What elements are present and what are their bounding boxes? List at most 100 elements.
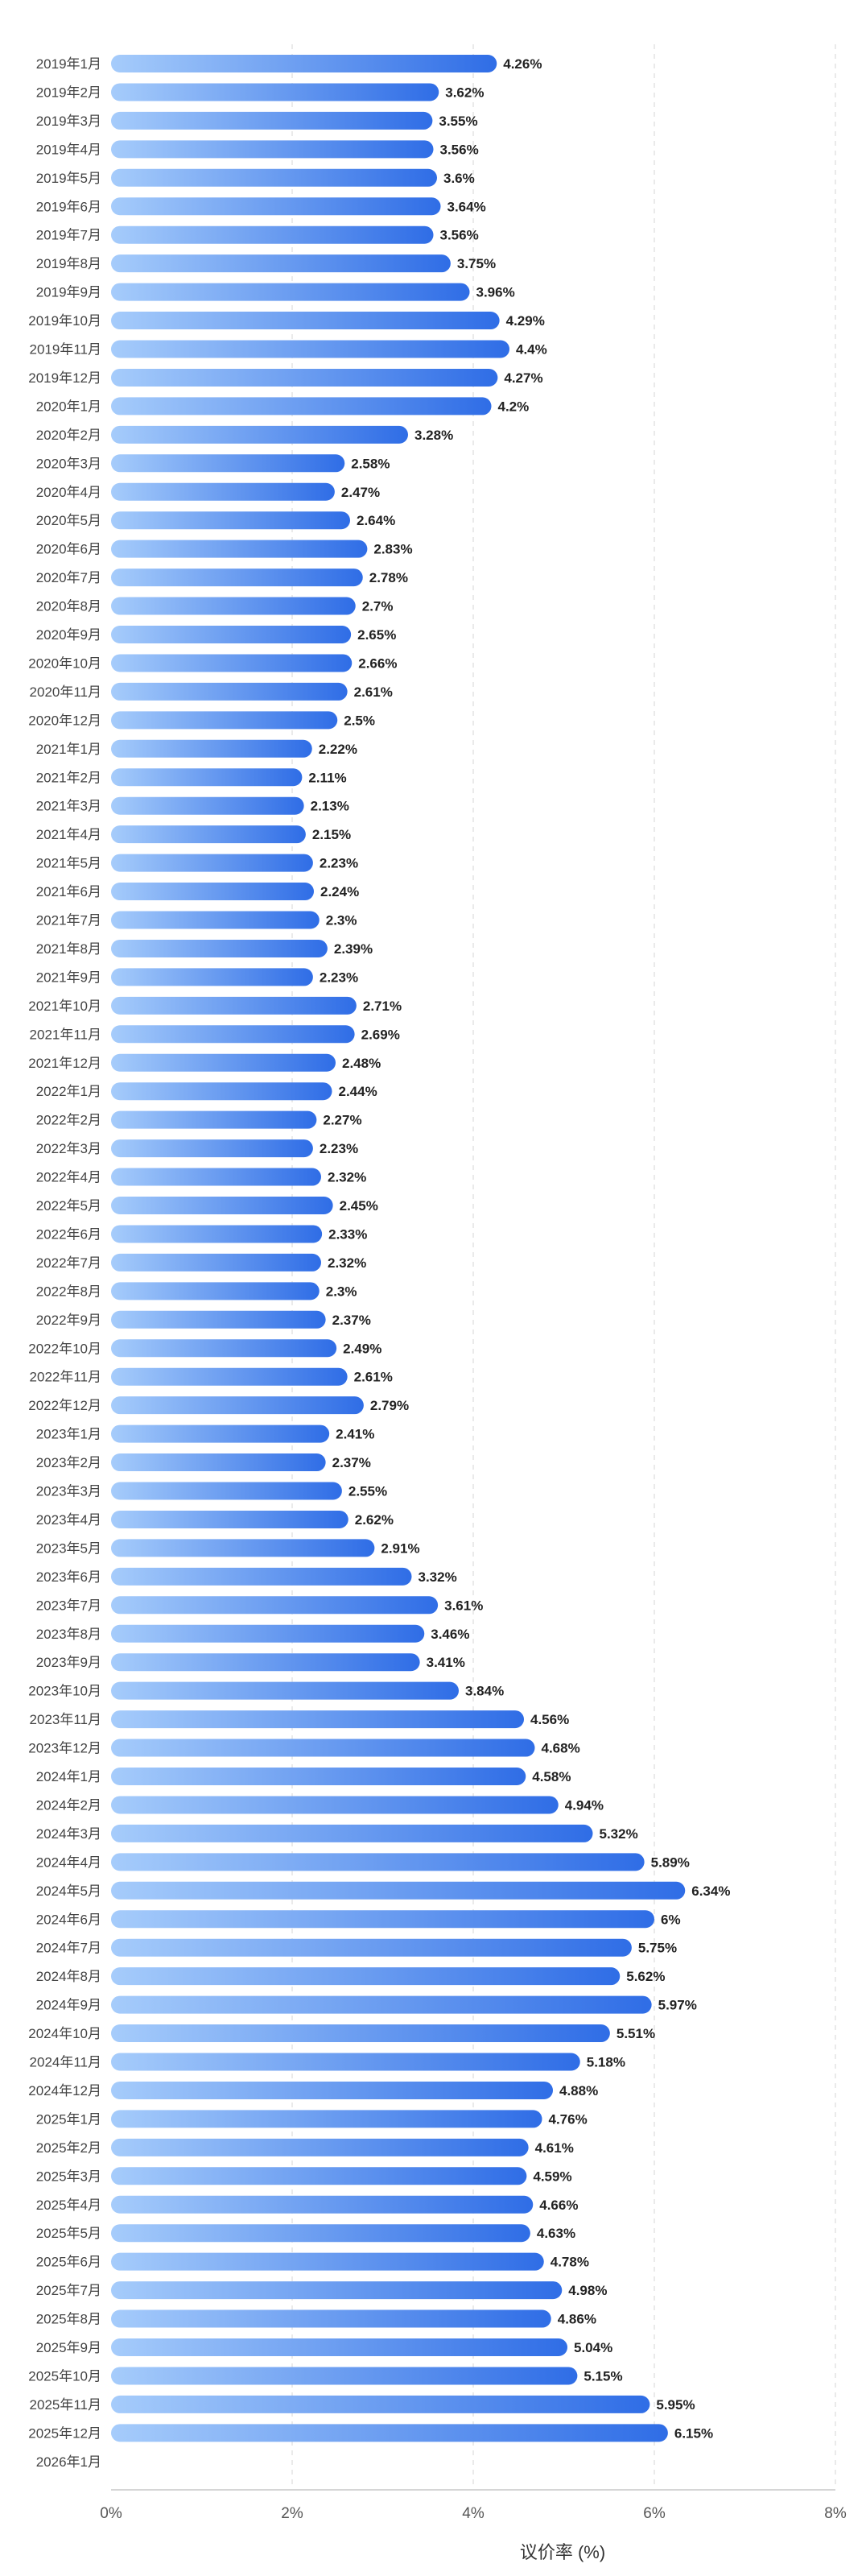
bar xyxy=(111,540,368,558)
bar xyxy=(111,1853,645,1871)
value-label: 2.48% xyxy=(342,1056,381,1071)
bar xyxy=(111,2081,553,2099)
category-label: 2023年7月 xyxy=(36,1598,101,1613)
bar xyxy=(111,1082,332,1101)
bar xyxy=(111,2224,530,2243)
bar xyxy=(111,1025,355,1044)
bar xyxy=(111,340,509,358)
bar xyxy=(111,569,363,587)
category-label: 2024年11月 xyxy=(30,2055,101,2070)
bar xyxy=(111,1396,364,1415)
value-label: 2.32% xyxy=(328,1255,366,1271)
bar xyxy=(111,368,498,387)
bar xyxy=(111,883,314,901)
x-tick-label: 8% xyxy=(824,2505,847,2522)
bar xyxy=(111,682,348,701)
value-label: 5.75% xyxy=(638,1941,677,1956)
value-label: 5.15% xyxy=(584,2368,622,2384)
bar xyxy=(111,2053,580,2071)
bar xyxy=(111,2281,563,2300)
bar xyxy=(111,711,338,730)
value-label: 5.95% xyxy=(656,2397,695,2413)
value-label: 4.59% xyxy=(533,2169,571,2184)
bar xyxy=(111,55,497,72)
value-label: 4.66% xyxy=(539,2198,578,2213)
category-label: 2020年2月 xyxy=(36,428,101,443)
value-label: 4.58% xyxy=(532,1769,571,1784)
category-label: 2021年11月 xyxy=(30,1027,101,1042)
value-label: 2.44% xyxy=(339,1084,377,1099)
value-label: 2.55% xyxy=(348,1484,387,1499)
value-label: 2.61% xyxy=(354,1370,393,1385)
value-label: 2.5% xyxy=(344,713,375,728)
bar xyxy=(111,2252,544,2271)
category-label: 2024年10月 xyxy=(28,2026,101,2041)
category-label: 2026年1月 xyxy=(36,2454,101,2470)
category-label: 2020年10月 xyxy=(28,655,101,671)
category-label: 2020年7月 xyxy=(36,570,101,585)
value-label: 2.3% xyxy=(326,913,357,928)
value-label: 3.6% xyxy=(443,171,475,186)
value-label: 3.28% xyxy=(414,428,453,443)
bar xyxy=(111,1796,559,1814)
bar xyxy=(111,2424,668,2442)
bar xyxy=(111,1339,337,1358)
bar xyxy=(111,1995,652,2014)
value-label: 5.97% xyxy=(658,1998,697,2013)
bar xyxy=(111,1282,320,1300)
bar xyxy=(111,626,352,643)
value-label: 6.34% xyxy=(691,1883,730,1899)
bar xyxy=(111,2024,610,2043)
category-label: 2023年2月 xyxy=(36,1455,101,1470)
category-label: 2024年1月 xyxy=(36,1769,101,1784)
category-label: 2023年8月 xyxy=(36,1627,101,1642)
category-label: 2024年12月 xyxy=(28,2083,101,2098)
value-label: 4.68% xyxy=(542,1741,580,1756)
category-label: 2020年9月 xyxy=(36,627,101,643)
category-label: 2022年7月 xyxy=(36,1255,101,1271)
bar xyxy=(111,968,313,986)
value-label: 3.55% xyxy=(439,114,477,129)
bar xyxy=(111,654,353,672)
value-label: 3.96% xyxy=(476,285,515,300)
bar xyxy=(111,1225,323,1243)
bar xyxy=(111,1510,348,1528)
category-label: 2025年2月 xyxy=(36,2140,101,2156)
bar xyxy=(111,2110,542,2128)
value-label: 4.78% xyxy=(551,2255,589,2270)
value-label: 5.62% xyxy=(626,1969,665,1984)
bar xyxy=(111,825,306,844)
bar xyxy=(111,1596,439,1615)
category-label: 2022年5月 xyxy=(36,1198,101,1214)
category-label: 2019年10月 xyxy=(28,313,101,329)
bar xyxy=(111,1881,686,1900)
category-label: 2024年9月 xyxy=(36,1998,101,2013)
value-label: 2.23% xyxy=(320,1141,358,1156)
category-label: 2019年2月 xyxy=(36,85,101,100)
bar xyxy=(111,1253,321,1271)
value-label: 2.78% xyxy=(369,570,408,585)
value-label: 4.29% xyxy=(506,313,545,329)
bar xyxy=(111,425,408,444)
bar xyxy=(111,796,304,815)
value-label: 2.32% xyxy=(328,1170,366,1185)
value-label: 2.69% xyxy=(361,1027,400,1042)
bar xyxy=(111,2138,529,2156)
category-label: 2024年2月 xyxy=(36,1797,101,1813)
category-label: 2019年7月 xyxy=(36,228,101,243)
category-label: 2023年9月 xyxy=(36,1655,101,1670)
bar xyxy=(111,1310,326,1329)
value-label: 2.62% xyxy=(355,1512,394,1528)
value-label: 5.32% xyxy=(600,1826,638,1842)
value-label: 2.3% xyxy=(326,1284,357,1299)
category-label: 2021年4月 xyxy=(36,827,101,842)
x-tick-label: 2% xyxy=(281,2505,303,2522)
value-label: 6.15% xyxy=(674,2425,713,2441)
value-label: 2.23% xyxy=(320,856,358,871)
category-label: 2021年6月 xyxy=(36,884,101,899)
category-label: 2020年11月 xyxy=(30,684,101,700)
category-label: 2020年12月 xyxy=(28,713,101,728)
value-label: 4.26% xyxy=(503,56,542,72)
value-label: 5.18% xyxy=(587,2055,625,2070)
